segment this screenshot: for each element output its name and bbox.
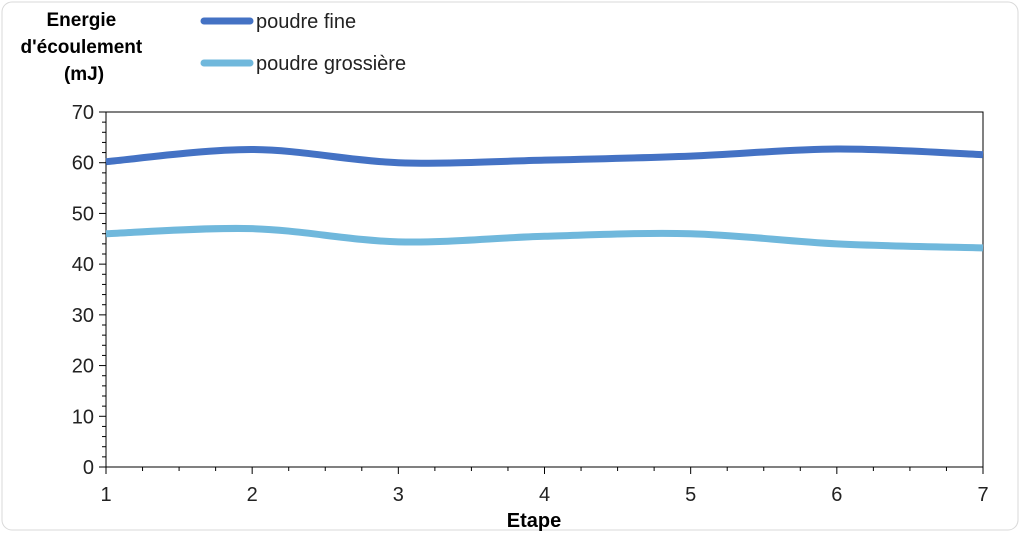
x-tick-label: 7: [977, 484, 988, 506]
y-tick-label: 70: [72, 102, 94, 124]
series-layer: [105, 145, 984, 252]
legend-label-poudre-grossiere: poudre grossière: [256, 53, 406, 75]
series-line-poudre-grossiere: [105, 224, 984, 252]
y-tick-label: 0: [83, 457, 94, 479]
x-tick-label: 6: [831, 484, 842, 506]
y-tick-label: 30: [72, 305, 94, 327]
x-tick-label: 3: [393, 484, 404, 506]
y-tick-label: 20: [72, 356, 94, 378]
y-tick-label: 50: [72, 203, 94, 225]
series-line-poudre-fine: [105, 145, 984, 167]
y-tick-label: 60: [72, 153, 94, 175]
y-axis-title-line-2: d'écoulement: [21, 37, 143, 58]
x-axis-title: Etape: [507, 510, 561, 532]
y-axis-title: Energie d'écoulement (mJ): [21, 10, 148, 85]
x-tick-label: 4: [539, 484, 550, 506]
y-tick-label: 10: [72, 406, 94, 428]
plot-area: [105, 111, 984, 468]
legend-label-poudre-fine: poudre fine: [256, 11, 356, 33]
x-axis: 1 2 3 4 5 6 7: [100, 467, 989, 506]
y-axis: 0 10 20 30 40 50 60 70: [72, 102, 106, 479]
y-axis-title-line-1: Energie: [47, 10, 117, 31]
legend: poudre fine poudre grossière: [200, 11, 406, 75]
y-axis-title-line-3: (mJ): [64, 64, 104, 85]
x-tick-label: 2: [247, 484, 258, 506]
y-tick-label: 40: [72, 254, 94, 276]
x-tick-label: 5: [685, 484, 696, 506]
x-tick-label: 1: [100, 484, 111, 506]
